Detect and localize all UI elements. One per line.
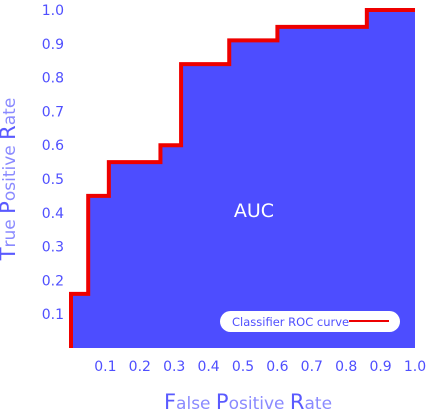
axis-title-part: rue xyxy=(0,214,20,248)
x-tick-label: 1.0 xyxy=(404,359,426,375)
y-tick-labels: 0.1 0.2 0.3 0.4 0.5 0.6 0.7 0.8 0.9 1.0 xyxy=(42,3,64,323)
x-tick-label: 0.8 xyxy=(335,359,357,375)
y-tick-label: 0.9 xyxy=(42,37,64,53)
x-tick-labels: 0.1 0.2 0.3 0.4 0.5 0.6 0.7 0.8 0.9 1.0 xyxy=(94,359,426,375)
y-tick-label: 0.3 xyxy=(42,240,64,256)
roc-curve-line xyxy=(69,8,415,348)
y-axis-title: True Positive Rate xyxy=(0,98,20,262)
x-tick-label: 0.3 xyxy=(163,359,185,375)
y-tick-label: 0.1 xyxy=(42,307,64,323)
axis-title-part: ate xyxy=(304,394,332,414)
axis-title-part: P xyxy=(216,390,229,414)
x-axis-title: False Positive Rate xyxy=(164,390,332,414)
auc-area xyxy=(71,10,415,348)
y-tick-label: 0.4 xyxy=(42,206,64,222)
y-tick-label: 0.5 xyxy=(42,172,64,188)
y-tick-label: 0.6 xyxy=(42,138,64,154)
x-tick-label: 0.7 xyxy=(301,359,323,375)
y-tick-label: 1.0 xyxy=(42,3,64,19)
y-tick-label: 0.7 xyxy=(42,104,64,120)
axis-title-part: R xyxy=(0,125,20,140)
legend-label: Classifier ROC curve xyxy=(232,315,349,329)
y-tick-label: 0.8 xyxy=(42,71,64,87)
x-tick-label: 0.5 xyxy=(232,359,254,375)
x-tick-label: 0.6 xyxy=(266,359,288,375)
y-tick-label: 0.2 xyxy=(42,273,64,289)
plot-area xyxy=(69,8,415,348)
x-tick-label: 0.9 xyxy=(369,359,391,375)
axis-title-part: ositive xyxy=(229,394,290,414)
auc-annotation: AUC xyxy=(234,200,274,222)
legend-box xyxy=(220,311,400,332)
axis-title-part: alse xyxy=(176,394,216,414)
axis-title-part: F xyxy=(164,390,176,414)
axis-title-part: P xyxy=(0,201,20,214)
legend: Classifier ROC curve xyxy=(220,311,400,332)
x-tick-label: 0.1 xyxy=(94,359,116,375)
axis-title-part: ate xyxy=(0,98,20,126)
axis-title-part: T xyxy=(0,247,20,261)
axis-title-part: ositive xyxy=(0,140,20,201)
x-tick-label: 0.2 xyxy=(129,359,151,375)
x-tick-label: 0.4 xyxy=(197,359,219,375)
axis-title-part: R xyxy=(290,390,305,414)
